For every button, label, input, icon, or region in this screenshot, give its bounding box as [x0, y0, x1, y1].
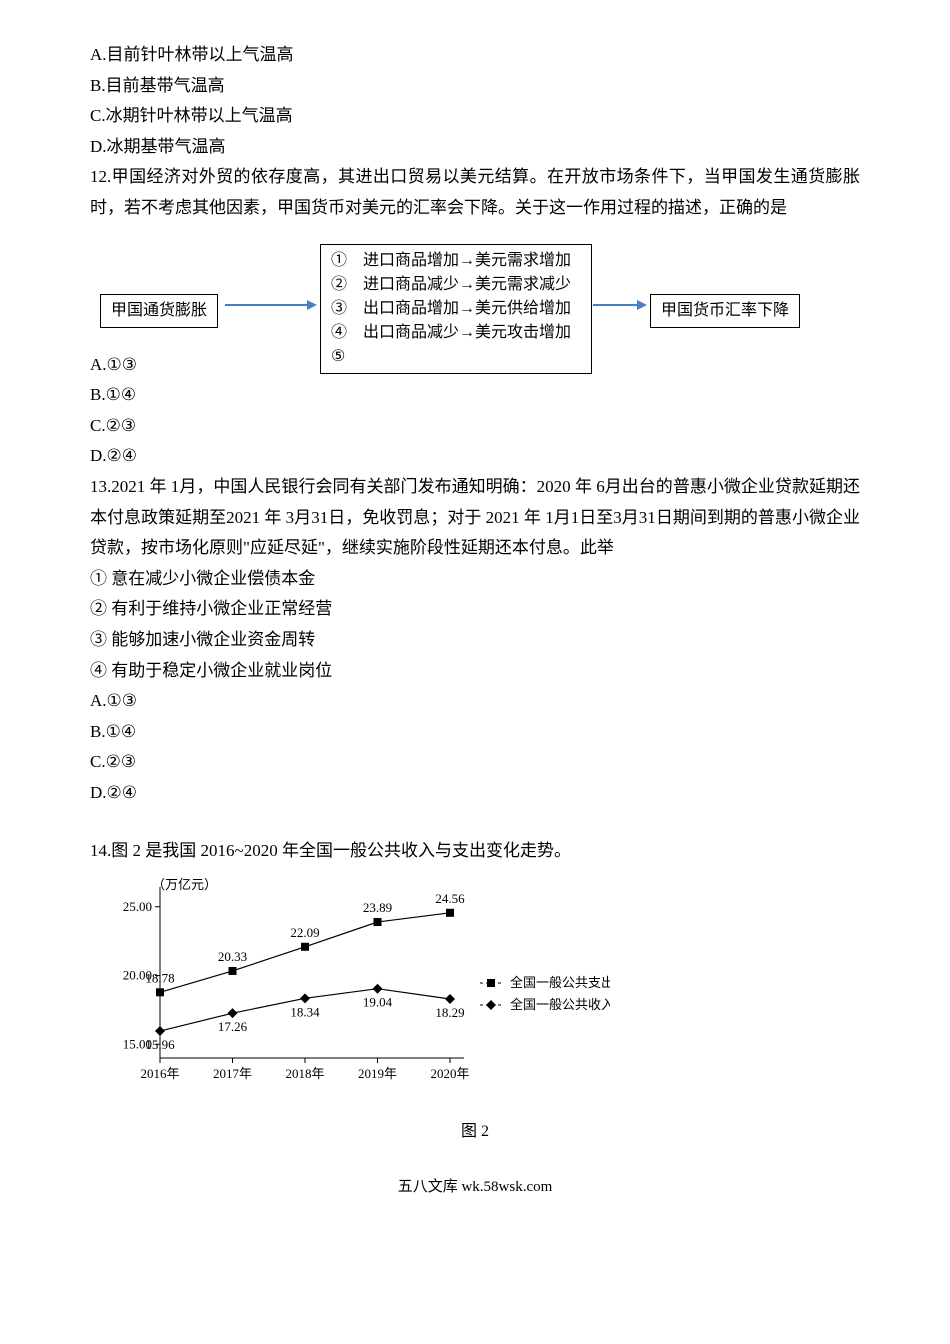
q11-option-a: A.目前针叶林带以上气温高 [90, 40, 860, 71]
svg-text:24.56: 24.56 [435, 891, 465, 906]
q12-flowchart: 甲国通货膨胀 ① 进口商品增加→美元需求增加 ② 进口商品减少→美元需求减少 ③… [90, 244, 860, 374]
q13-item-3: ③ 能够加速小微企业资金周转 [90, 625, 860, 656]
q13-option-c: C.②③ [90, 747, 860, 778]
q11-option-b: B.目前基带气温高 [90, 71, 860, 102]
flow-box-mid: ① 进口商品增加→美元需求增加 ② 进口商品减少→美元需求减少 ③ 出口商品增加… [320, 244, 592, 374]
flow-arrow-1 [225, 304, 315, 306]
svg-text:全国一般公共支出: 全国一般公共支出 [510, 975, 610, 990]
page-footer: 五八文库 wk.58wsk.com [90, 1174, 860, 1201]
svg-text:全国一般公共收入: 全国一般公共收入 [510, 997, 610, 1012]
q14-stem: 14.图 2 是我国 2016~2020 年全国一般公共收入与支出变化走势。 [90, 836, 860, 867]
svg-text:18.34: 18.34 [290, 1004, 320, 1019]
svg-text:25.00: 25.00 [123, 899, 152, 914]
flow-mid-line-3: ③ 出口商品增加→美元供给增加 [331, 297, 581, 321]
svg-text:18.78: 18.78 [145, 970, 174, 985]
flow-mid-line-2: ② 进口商品减少→美元需求减少 [331, 273, 581, 297]
svg-text:15.96: 15.96 [145, 1037, 175, 1052]
flow-mid-line-1: ① 进口商品增加→美元需求增加 [331, 249, 581, 273]
svg-text:2018年: 2018年 [285, 1066, 324, 1081]
q11-option-d: D.冰期基带气温高 [90, 132, 860, 163]
q13-option-b: B.①④ [90, 717, 860, 748]
q13-item-4: ④ 有助于稳定小微企业就业岗位 [90, 656, 860, 687]
flow-box-right: 甲国货币汇率下降 [650, 294, 800, 328]
q11-option-c: C.冰期针叶林带以上气温高 [90, 101, 860, 132]
svg-text:2017年: 2017年 [213, 1066, 252, 1081]
svg-text:17.26: 17.26 [218, 1019, 248, 1034]
q13-stem: 13.2021 年 1月，中国人民银行会同有关部门发布通知明确：2020 年 6… [90, 472, 860, 564]
q13-option-a: A.①③ [90, 686, 860, 717]
chart-caption: 图 2 [90, 1118, 860, 1147]
flow-mid-line-4: ④ 出口商品减少→美元攻击增加 [331, 321, 581, 345]
svg-text:20.33: 20.33 [218, 949, 247, 964]
flow-mid-line-5: ⑤ [331, 345, 581, 369]
q12-stem: 12.甲国经济对外贸的依存度高，其进出口贸易以美元结算。在开放市场条件下，当甲国… [90, 162, 860, 223]
svg-text:2016年: 2016年 [140, 1066, 179, 1081]
svg-text:2020年: 2020年 [430, 1066, 469, 1081]
svg-text:19.04: 19.04 [363, 995, 393, 1010]
q12-option-b: B.①④ [90, 380, 860, 411]
q13-item-1: ① 意在减少小微企业偿债本金 [90, 564, 860, 595]
svg-text:（万亿元）: （万亿元） [152, 877, 217, 892]
svg-text:18.29: 18.29 [435, 1005, 464, 1020]
chart-svg: （万亿元）15.0020.0025.002016年2017年2018年2019年… [90, 873, 610, 1103]
svg-text:23.89: 23.89 [363, 900, 392, 915]
flow-box-left: 甲国通货膨胀 [100, 294, 218, 328]
svg-text:22.09: 22.09 [290, 925, 319, 940]
q12-option-c: C.②③ [90, 411, 860, 442]
flow-arrow-2 [593, 304, 645, 306]
q13-option-d: D.②④ [90, 778, 860, 809]
q13-item-2: ② 有利于维持小微企业正常经营 [90, 594, 860, 625]
q14-chart: （万亿元）15.0020.0025.002016年2017年2018年2019年… [90, 873, 860, 1146]
svg-text:2019年: 2019年 [358, 1066, 397, 1081]
q12-option-d: D.②④ [90, 441, 860, 472]
